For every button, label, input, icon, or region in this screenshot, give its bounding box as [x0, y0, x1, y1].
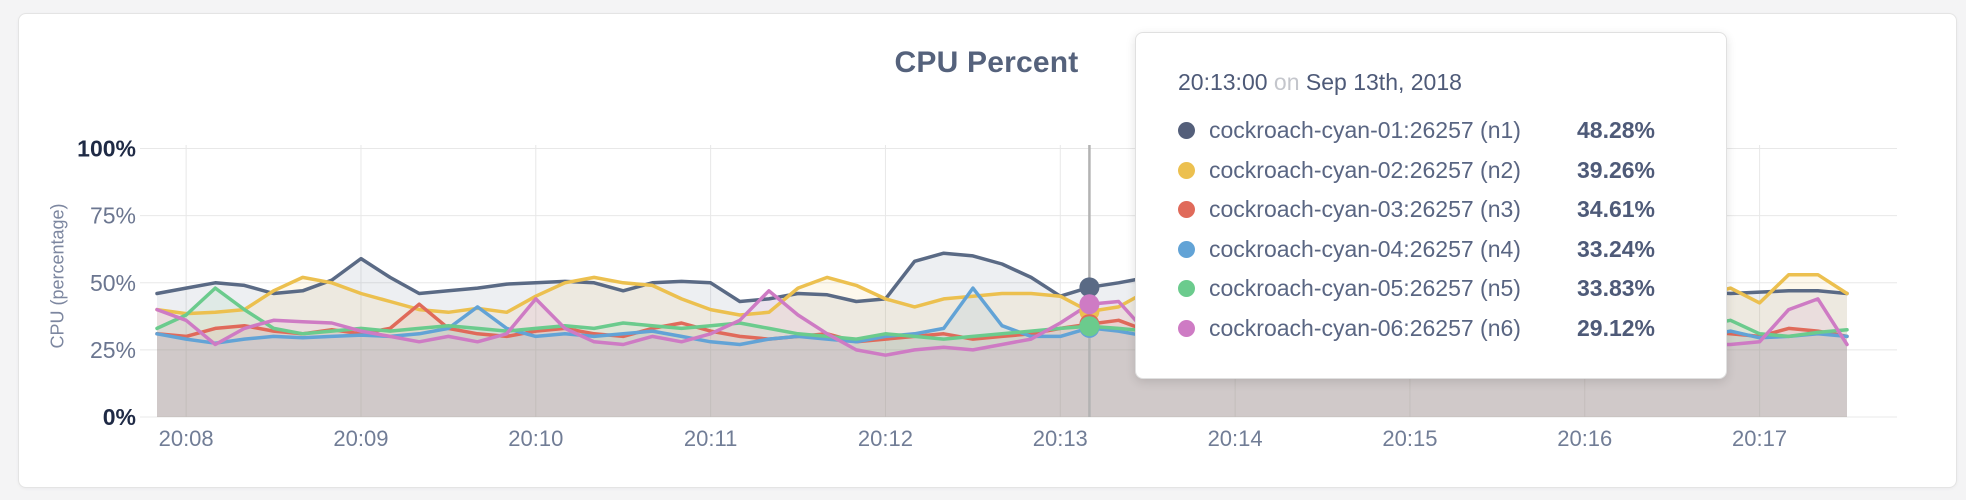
tooltip-row: cockroach-cyan-04:26257 (n4) 33.24% [1178, 230, 1686, 270]
tooltip-time: 20:13:00 [1178, 69, 1268, 95]
series-color-dot [1178, 122, 1195, 140]
tooltip-row: cockroach-cyan-02:26257 (n2) 39.26% [1178, 151, 1686, 191]
tooltip-connector: on [1273, 69, 1300, 95]
series-name: cockroach-cyan-02:26257 (n2) [1209, 156, 1521, 183]
series-name: cockroach-cyan-03:26257 (n3) [1209, 196, 1521, 222]
chart-title: CPU Percent [894, 46, 1079, 79]
tooltip-row: cockroach-cyan-05:26257 (n5) 33.83% [1178, 269, 1686, 309]
series-value: 39.26% [1577, 156, 1656, 183]
series-value: 34.61% [1577, 196, 1656, 222]
series-color-dot [1178, 240, 1195, 258]
tooltip-row: cockroach-cyan-01:26257 (n1) 48.28% [1178, 111, 1686, 151]
tooltip-date: Sep 13th, 2018 [1305, 69, 1462, 95]
tooltip-rows: cockroach-cyan-01:26257 (n1) 48.28% cockro… [1178, 111, 1686, 348]
series-color-dot [1178, 161, 1195, 179]
series-value: 33.83% [1577, 275, 1656, 301]
series-value: 48.28% [1577, 117, 1656, 143]
series-color-dot [1178, 319, 1195, 337]
tooltip-row: cockroach-cyan-03:26257 (n3) 34.61% [1178, 190, 1686, 230]
series-name: cockroach-cyan-06:26257 (n6) [1209, 314, 1521, 341]
series-color-dot [1178, 280, 1195, 298]
series-name: cockroach-cyan-05:26257 (n5) [1209, 275, 1521, 301]
series-value: 29.12% [1577, 314, 1656, 341]
y-axis-label: CPU (percentage) [47, 203, 68, 349]
series-color-dot [1178, 201, 1195, 219]
chart-tooltip: 20:13:00 on Sep 13th, 2018 cockroach-cya… [1135, 32, 1727, 379]
series-name: cockroach-cyan-04:26257 (n4) [1209, 235, 1521, 262]
tooltip-row: cockroach-cyan-06:26257 (n6) 29.12% [1178, 309, 1686, 349]
tooltip-timestamp: 20:13:00 on Sep 13th, 2018 [1178, 67, 1686, 97]
series-value: 33.24% [1577, 235, 1656, 262]
series-name: cockroach-cyan-01:26257 (n1) [1209, 117, 1521, 143]
